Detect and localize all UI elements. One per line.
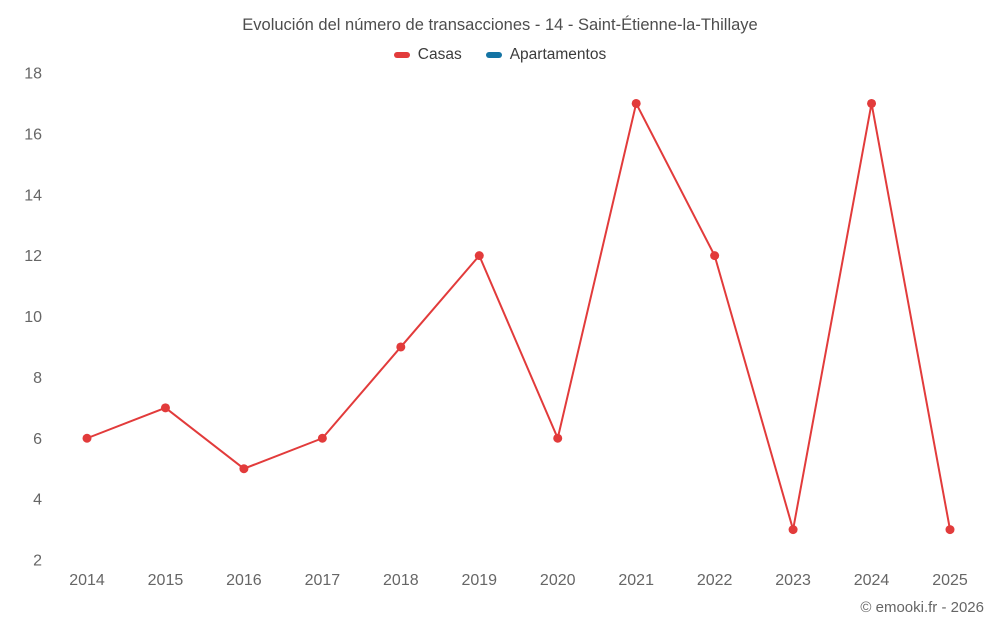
data-point-casas-2021[interactable] [631, 98, 641, 108]
data-point-casas-2014[interactable] [82, 433, 92, 443]
x-axis-tick-label: 2022 [697, 572, 733, 589]
x-axis-tick-label: 2015 [148, 572, 184, 589]
x-axis-tick-label: 2023 [775, 572, 811, 589]
data-point-casas-2016[interactable] [239, 464, 249, 474]
x-axis-tick-label: 2021 [618, 572, 654, 589]
y-axis-tick-label: 14 [24, 187, 42, 204]
data-point-casas-2025[interactable] [945, 525, 955, 535]
x-axis-tick-label: 2024 [854, 572, 890, 589]
x-axis-tick-label: 2016 [226, 572, 262, 589]
legend-label: Apartamentos [509, 46, 607, 63]
chart-title: Evolución del número de transacciones - … [242, 16, 758, 34]
data-point-casas-2023[interactable] [788, 525, 798, 535]
data-point-casas-2017[interactable] [317, 433, 327, 443]
legend-marker-icon [485, 52, 502, 58]
data-point-casas-2024[interactable] [867, 98, 877, 108]
data-point-casas-2019[interactable] [474, 251, 484, 261]
x-axis-tick-label: 2018 [383, 572, 419, 589]
y-axis-tick-label: 12 [24, 248, 42, 265]
data-point-casas-2015[interactable] [160, 403, 170, 413]
y-axis-tick-label: 16 [24, 126, 42, 143]
legend-item-apartamentos[interactable]: Apartamentos [485, 46, 607, 64]
y-axis-tick-label: 18 [24, 66, 42, 83]
x-axis-tick-label: 2014 [69, 572, 105, 589]
data-point-casas-2018[interactable] [396, 342, 406, 352]
y-axis-tick-label: 4 [33, 492, 42, 509]
series-casas [82, 98, 955, 535]
y-axis-tick-label: 2 [33, 553, 42, 570]
x-axis-tick-label: 2020 [540, 572, 576, 589]
copyright-label: © emooki.fr - 2026 [860, 599, 984, 616]
data-point-casas-2020[interactable] [553, 433, 563, 443]
legend-item-casas[interactable]: Casas [393, 46, 462, 64]
series-line-casas [86, 102, 951, 531]
x-axis-tick-label: 2017 [305, 572, 341, 589]
data-point-casas-2022[interactable] [710, 251, 720, 261]
y-axis-tick-label: 8 [33, 370, 42, 387]
y-axis-tick-label: 10 [24, 309, 42, 326]
x-axis-tick-label: 2025 [932, 572, 968, 589]
legend: Casas Apartamentos [0, 46, 1000, 64]
legend-marker-icon [393, 52, 410, 58]
x-axis-tick-label: 2019 [461, 572, 497, 589]
legend-label: Casas [417, 46, 462, 63]
y-axis-tick-label: 6 [33, 431, 42, 448]
